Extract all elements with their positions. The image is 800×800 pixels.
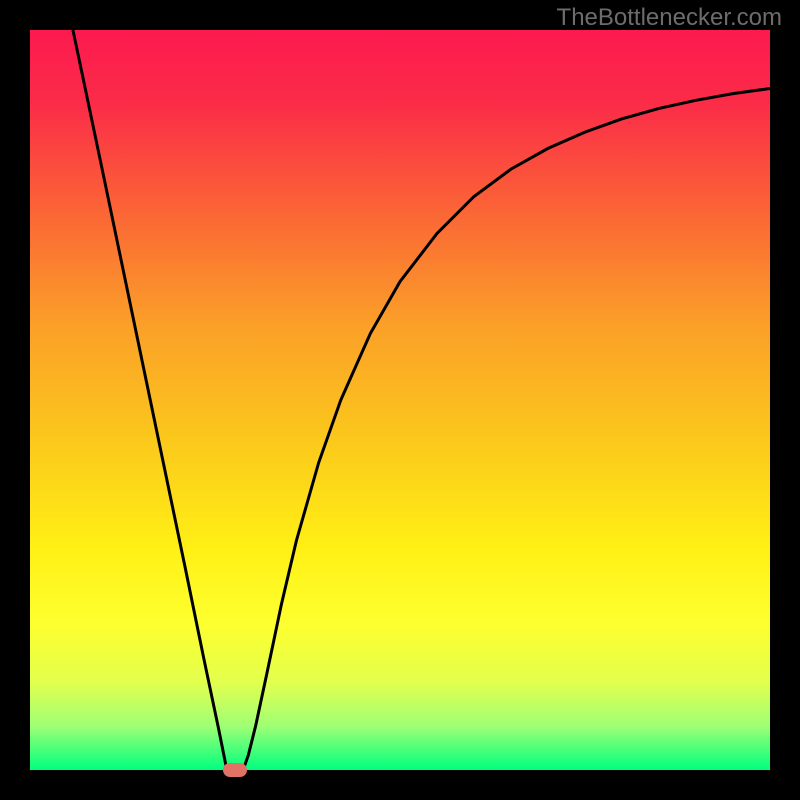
watermark-text: TheBottlenecker.com xyxy=(557,4,782,32)
minimum-marker xyxy=(223,763,247,777)
chart-background xyxy=(30,30,770,770)
chart-container xyxy=(30,30,770,770)
chart-svg xyxy=(30,30,770,770)
